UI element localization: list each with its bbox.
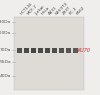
Text: KU70: KU70 bbox=[78, 48, 91, 53]
Bar bbox=[58, 48, 64, 53]
Bar bbox=[24, 48, 28, 53]
Text: 70Da: 70Da bbox=[0, 48, 11, 52]
Text: NIH/3T3: NIH/3T3 bbox=[55, 2, 69, 16]
Text: PC-3: PC-3 bbox=[69, 6, 79, 16]
Text: K562: K562 bbox=[76, 6, 86, 16]
Bar bbox=[16, 48, 22, 53]
Text: 55Da: 55Da bbox=[0, 60, 11, 64]
Bar bbox=[38, 48, 42, 53]
Text: A431: A431 bbox=[48, 6, 58, 16]
Text: 100Da: 100Da bbox=[0, 31, 11, 35]
Text: MCF-7: MCF-7 bbox=[27, 4, 39, 16]
Text: HCT116: HCT116 bbox=[20, 2, 34, 16]
Bar bbox=[44, 48, 50, 53]
Bar bbox=[72, 48, 78, 53]
Text: 40Da: 40Da bbox=[0, 74, 11, 78]
Text: Jurkat: Jurkat bbox=[34, 5, 45, 16]
Bar bbox=[14, 17, 84, 90]
Bar bbox=[30, 48, 36, 53]
Bar bbox=[52, 48, 56, 53]
Bar bbox=[66, 48, 70, 53]
Text: HeLa: HeLa bbox=[41, 6, 51, 16]
Text: 130Da: 130Da bbox=[0, 20, 11, 24]
Text: 293T: 293T bbox=[62, 6, 72, 16]
